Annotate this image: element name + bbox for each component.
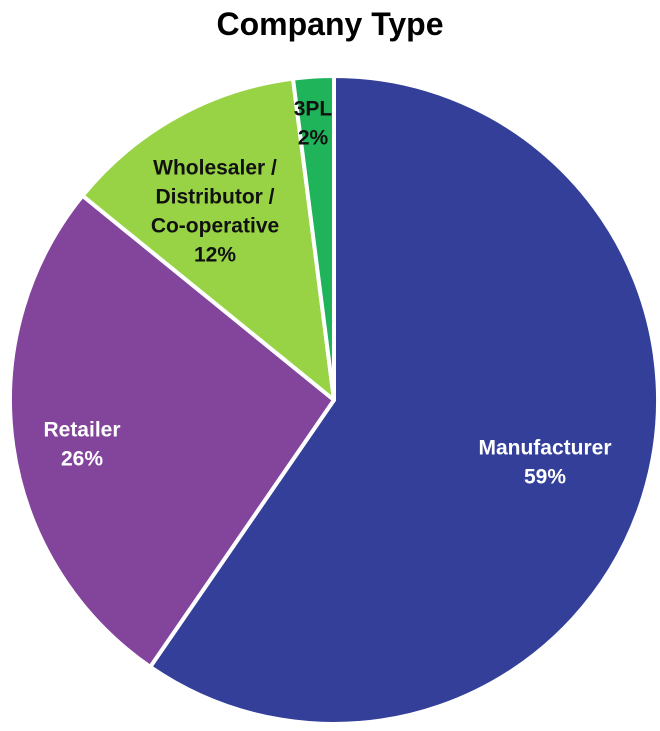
slice-value-label: 59% bbox=[524, 466, 566, 489]
slice-name-label: 3PL bbox=[294, 98, 333, 121]
pie-slice-3pl bbox=[290, 74, 336, 402]
slice-name-label: Distributor / bbox=[156, 186, 275, 209]
slice-label-retailer: Retailer 26% bbox=[43, 419, 120, 471]
slice-value-label: 12% bbox=[194, 244, 236, 267]
slice-name-label: Wholesaler / bbox=[153, 157, 277, 180]
slice-label-wholesaler-distributor-co-operative: Wholesaler / Distributor / Co-operative 12% bbox=[151, 157, 279, 267]
pie-labels: Manufacturer 59% Retailer 26% Wholesaler / Di… bbox=[43, 98, 611, 489]
slice-label-3pl: 3PL 2% bbox=[294, 98, 333, 150]
chart-title: Company Type bbox=[216, 6, 444, 42]
pie-slice-retailer bbox=[8, 193, 336, 669]
slice-name-label: Manufacturer bbox=[478, 437, 611, 460]
slice-name-label: Retailer bbox=[43, 419, 120, 442]
slice-name-label: Co-operative bbox=[151, 215, 279, 238]
slice-value-label: 2% bbox=[298, 127, 329, 150]
pie-slice-wholesaler-distributor-co-operative bbox=[80, 76, 336, 402]
slice-label-manufacturer: Manufacturer 59% bbox=[478, 437, 611, 489]
pie-slices bbox=[8, 74, 660, 726]
slice-value-label: 26% bbox=[61, 448, 103, 471]
pie-slice-manufacturer bbox=[148, 74, 660, 726]
